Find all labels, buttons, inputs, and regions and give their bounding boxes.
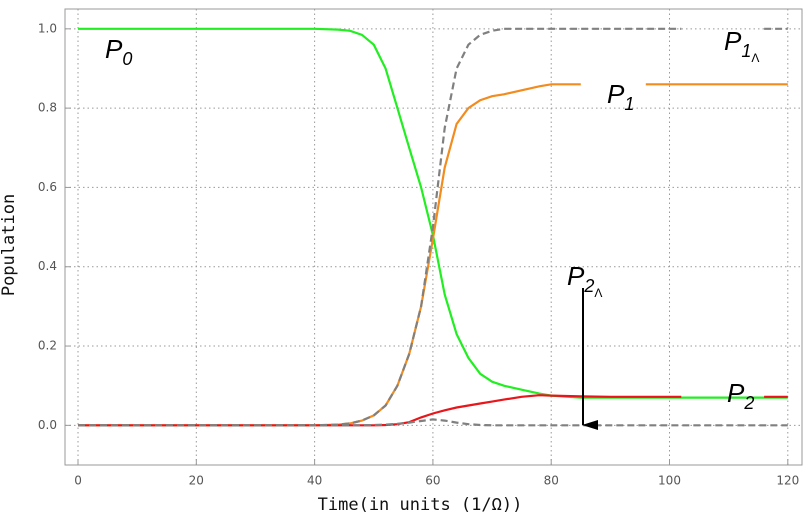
annotation-text: P	[727, 378, 745, 408]
x-tick-label: 60	[425, 474, 440, 488]
annotation-text: P	[724, 26, 742, 56]
series-line	[78, 418, 788, 427]
x-tick-label: 80	[544, 474, 559, 488]
annotation-subsub: Λ	[594, 286, 602, 300]
y-tick-label: 1.0	[38, 21, 57, 35]
lines	[78, 27, 788, 427]
y-tick-label: 0.2	[38, 339, 57, 353]
y-axis-label: Population	[0, 194, 19, 296]
annotation-sub: 2	[583, 276, 594, 296]
annotation-text: P	[105, 34, 123, 64]
x-axis-label: Time(in units (1/Ω))	[318, 495, 523, 515]
annotation-subsub: Λ	[751, 51, 759, 65]
annotation-sub: 1	[741, 41, 751, 61]
annotation-sub: 1	[624, 94, 634, 114]
x-tick-label: 120	[776, 474, 799, 488]
x-tick-label: 40	[307, 474, 322, 488]
annotation-sub: 2	[743, 393, 754, 413]
annotation: P2Λ	[567, 261, 602, 300]
x-tick-label: 100	[658, 474, 681, 488]
y-tick-label: 0.0	[38, 418, 57, 432]
x-tick-label: 20	[189, 474, 204, 488]
annotation-text: P	[607, 79, 625, 109]
y-tick-label: 0.6	[38, 180, 57, 194]
annotation: P0	[105, 34, 132, 69]
plot-frame	[64, 8, 803, 466]
annotation: P1Λ	[724, 26, 759, 65]
y-tick-label: 0.4	[38, 259, 57, 273]
series-line	[78, 27, 788, 427]
annotation: P1	[607, 79, 634, 114]
x-tick-label: 0	[74, 474, 82, 488]
annotation: P2	[727, 378, 754, 413]
annotation-sub: 0	[122, 49, 132, 69]
annotation-text: P	[567, 261, 585, 291]
y-tick-label: 0.8	[38, 101, 57, 115]
series-line	[78, 394, 788, 427]
